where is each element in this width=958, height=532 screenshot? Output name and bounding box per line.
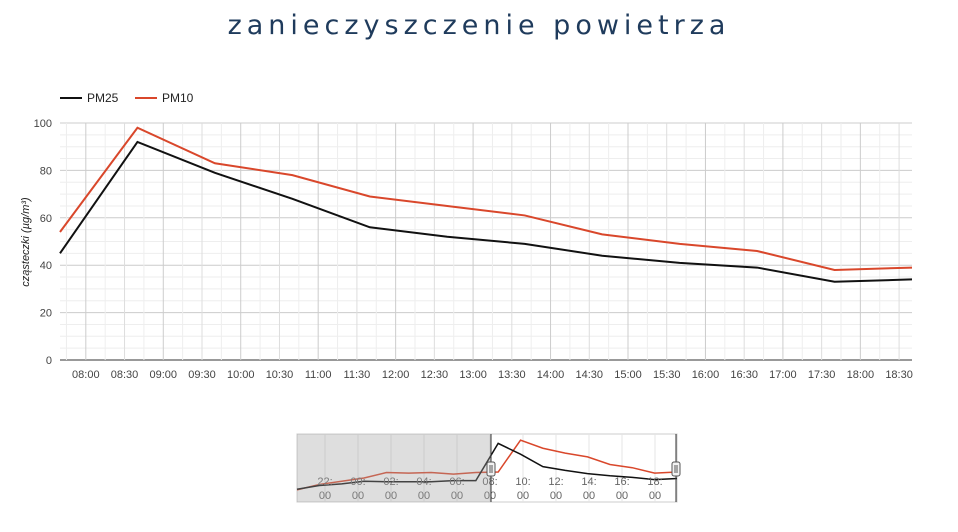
x-tick-label: 17:30: [808, 369, 836, 381]
navigator-tick-label: 18: 00: [647, 476, 662, 502]
series-line-pm10: [59, 126, 913, 271]
x-tick-label: 16:00: [692, 369, 720, 381]
x-tick-label: 10:30: [266, 369, 294, 381]
x-tick-label: 17:00: [769, 369, 797, 381]
navigator-tick-label: 02:00: [383, 476, 398, 502]
y-axis-title: cząsteczki (µg/m³): [20, 197, 32, 287]
y-tick-label: 0: [46, 355, 52, 367]
legend[interactable]: PM25 PM10: [60, 91, 194, 105]
x-tick-label: 14:30: [576, 369, 604, 381]
x-tick-label: 18:00: [847, 369, 875, 381]
series-line-pm25: [59, 140, 913, 283]
navigator-tick-label: 22:00: [317, 476, 332, 502]
x-tick-label: 14:00: [537, 369, 565, 381]
navigator-tick-label: 10: 00: [515, 476, 530, 502]
range-navigator[interactable]: 22:00 00:00 02:00 04:00 06:00 08:00 10:00 12:00…: [296, 433, 681, 503]
series-lines: [59, 126, 913, 283]
y-axis: 0 20 40 60 80 100: [34, 118, 52, 367]
legend-label-pm10: PM10: [162, 91, 194, 105]
navigator-line-pm25: [296, 442, 678, 491]
x-tick-label: 11:30: [344, 369, 371, 381]
navigator-tick-label: 00:00: [350, 476, 365, 502]
y-tick-label: 100: [34, 118, 52, 130]
x-tick-label: 13:00: [459, 369, 487, 381]
x-tick-label: 09:00: [150, 369, 178, 381]
legend-label-pm25: PM25: [87, 91, 119, 105]
x-tick-label: 18:30: [885, 369, 913, 381]
y-tick-label: 20: [40, 308, 52, 320]
x-tick-label: 08:00: [72, 369, 100, 381]
x-tick-label: 08:30: [111, 369, 139, 381]
navigator-unselected-mask: [297, 434, 491, 502]
x-tick-label: 15:30: [653, 369, 681, 381]
x-tick-label: 12:30: [421, 369, 449, 381]
x-tick-label: 12:00: [382, 369, 410, 381]
x-tick-label: 16:30: [730, 369, 758, 381]
navigator-tick-label: 14: 00: [581, 476, 596, 502]
navigator-handle[interactable]: [486, 461, 496, 477]
navigator-handle[interactable]: [671, 461, 681, 477]
x-tick-label: 13:30: [498, 369, 526, 381]
navigator-tick-label: 06:00: [449, 476, 464, 502]
navigator-tick-label: 08:00: [482, 476, 497, 502]
chart-title: zanieczyszczenie powietrza: [227, 10, 731, 41]
navigator-tick-label: 04:00: [416, 476, 431, 502]
x-tick-label: 15:00: [614, 369, 642, 381]
navigator-tick-label: 16: 00: [614, 476, 629, 502]
navigator-tick-label: 12: 00: [548, 476, 563, 502]
grid: [60, 122, 912, 361]
x-tick-label: 10:00: [227, 369, 255, 381]
y-tick-label: 60: [40, 213, 52, 225]
x-tick-label: 09:30: [188, 369, 216, 381]
y-tick-label: 80: [40, 165, 52, 177]
y-tick-label: 40: [40, 260, 52, 272]
x-axis: 08:00 08:30 09:00 09:30 10:00 10:30 11:00 11:30…: [72, 369, 913, 381]
x-tick-label: 11:00: [305, 369, 332, 381]
